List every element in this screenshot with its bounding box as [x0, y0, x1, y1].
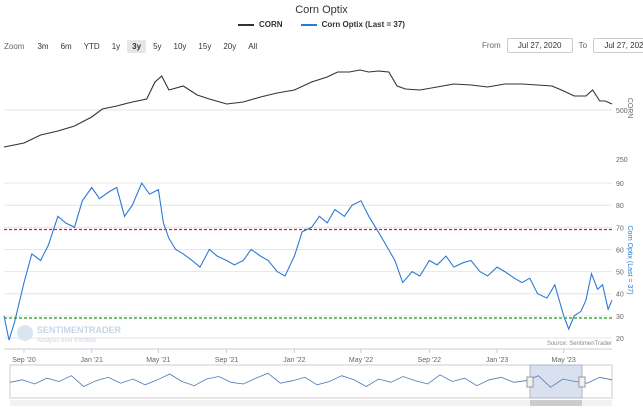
- x-tick-label: May '23: [552, 357, 576, 364]
- watermark-logo-icon: [17, 325, 33, 341]
- navigator-scrollbar: [10, 400, 612, 406]
- series-group: [3, 69, 613, 341]
- y-tick-label-top: 500: [616, 108, 628, 115]
- navigator-scrollbar-thumb: [530, 400, 582, 406]
- x-tick-label: Jan '22: [283, 357, 305, 364]
- navigator-handle-right: [578, 376, 586, 388]
- x-tick-label: Jan '23: [486, 357, 508, 364]
- legend-swatch-corn: [238, 23, 255, 26]
- y-tick-label-bottom: 70: [616, 225, 624, 232]
- to-date-input[interactable]: [593, 38, 643, 53]
- zoom-toolbar: Zoom 3m 6m YTD 1y 3y 5y 10y 15y 20y All: [4, 40, 262, 53]
- legend-item-optix[interactable]: Corn Optix (Last = 37): [300, 20, 405, 29]
- source-label: Source: SentimenTrader: [547, 341, 612, 347]
- date-range-group: From To: [482, 38, 643, 53]
- y-axis-floor-label: 250: [616, 157, 628, 164]
- y-axis-title-top: CORN: [626, 98, 633, 119]
- chart-title: Corn Optix: [295, 4, 348, 16]
- legend-item-corn[interactable]: CORN: [238, 20, 283, 29]
- legend-label-corn: CORN: [259, 20, 283, 29]
- watermark: SENTIMENTRADER Analysis over Emotion: [17, 325, 122, 344]
- range-button-3y[interactable]: 3y: [127, 40, 147, 53]
- x-tick-label: Sep '21: [215, 357, 239, 364]
- reference-lines: [4, 228, 612, 319]
- x-tick-label: Sep '22: [418, 357, 442, 364]
- zoom-label: Zoom: [4, 42, 25, 51]
- legend: CORN Corn Optix (Last = 37): [0, 20, 643, 29]
- from-label: From: [482, 41, 501, 50]
- from-date-input[interactable]: [506, 38, 573, 53]
- corn-optix-line: [3, 181, 613, 341]
- y-tick-label-bottom: 30: [616, 314, 624, 321]
- y-tick-label-bottom: 80: [616, 203, 624, 210]
- y-tick-label-bottom: 90: [616, 181, 624, 188]
- y-tick-label-bottom: 60: [616, 247, 624, 254]
- x-tick-label: Sep '20: [12, 357, 36, 364]
- range-button-10y[interactable]: 10y: [173, 42, 187, 51]
- y-tick-label-bottom: 50: [616, 270, 624, 277]
- watermark-line1: SENTIMENTRADER: [37, 325, 122, 335]
- range-button-20y[interactable]: 20y: [223, 42, 237, 51]
- watermark-line2: Analysis over Emotion: [37, 338, 96, 344]
- navigator-selection: [529, 364, 583, 399]
- range-button-1y[interactable]: 1y: [111, 42, 121, 51]
- range-button-3m[interactable]: 3m: [37, 42, 49, 51]
- legend-label-optix: Corn Optix (Last = 37): [321, 20, 405, 29]
- navigator-line: [9, 372, 613, 388]
- x-tick-label: May '22: [349, 357, 373, 364]
- range-button-ytd[interactable]: YTD: [83, 42, 100, 51]
- x-tick-label: Jan '21: [81, 357, 103, 364]
- y-tick-label-bottom: 40: [616, 292, 624, 299]
- range-button-all[interactable]: All: [248, 42, 258, 51]
- range-button-5y[interactable]: 5y: [153, 42, 162, 51]
- navigator-handle-left: [526, 376, 534, 388]
- grid-lines: [4, 109, 612, 339]
- legend-swatch-optix: [300, 23, 317, 26]
- navigator[interactable]: 199520002005201020152020: [9, 364, 613, 408]
- x-tick-label: May '21: [146, 357, 170, 364]
- to-label: To: [578, 41, 588, 50]
- y-axis-title-bottom: Corn Optix (Last = 37): [626, 225, 633, 294]
- corn-price-line: [3, 69, 613, 148]
- range-button-15y[interactable]: 15y: [198, 42, 212, 51]
- range-button-6m[interactable]: 6m: [60, 42, 72, 51]
- axes: 500 250 CORN 20 30 40 50 60 70 80 90 Corn Optix (La…: [4, 98, 633, 364]
- y-tick-label-bottom: 20: [616, 336, 624, 343]
